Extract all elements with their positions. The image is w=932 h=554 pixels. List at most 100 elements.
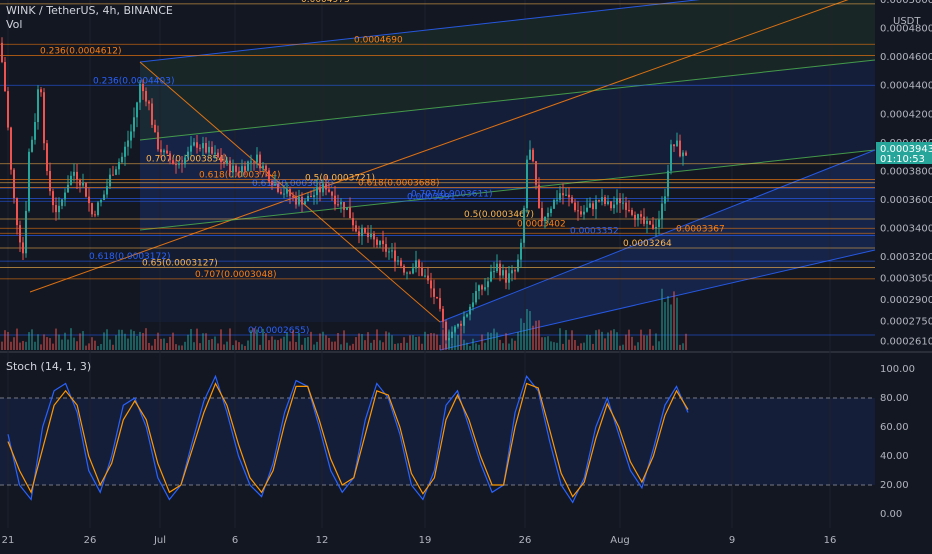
candle-body bbox=[592, 203, 594, 210]
candle-body bbox=[520, 242, 522, 260]
volume-bar bbox=[262, 328, 264, 350]
candle-body bbox=[181, 163, 183, 165]
volume-bar bbox=[88, 343, 90, 350]
volume-bar bbox=[10, 341, 12, 350]
volume-bar bbox=[211, 338, 213, 350]
candle-body bbox=[403, 265, 405, 273]
candle-body bbox=[637, 214, 639, 220]
candle-body bbox=[193, 142, 195, 146]
candle-body bbox=[169, 153, 171, 161]
volume-bar bbox=[46, 337, 48, 350]
volume-bar bbox=[451, 344, 453, 350]
volume-bar bbox=[631, 336, 633, 350]
candle-body bbox=[613, 204, 615, 209]
candle-body bbox=[490, 271, 492, 282]
volume-bar bbox=[658, 341, 660, 350]
candle-body bbox=[154, 124, 156, 133]
volume-bar bbox=[91, 337, 93, 350]
candle-body bbox=[256, 154, 258, 163]
candle-body bbox=[277, 183, 279, 192]
candle-body bbox=[112, 174, 114, 176]
volume-bar bbox=[424, 331, 426, 350]
stoch-tick-label: 0.00 bbox=[880, 509, 902, 520]
candle-body bbox=[433, 288, 435, 297]
candle-body bbox=[646, 220, 648, 224]
candle-body bbox=[187, 151, 189, 158]
candle-body bbox=[544, 216, 546, 221]
candle-body bbox=[373, 233, 375, 240]
stoch-series-K bbox=[7, 374, 689, 504]
candle-body bbox=[220, 157, 222, 163]
volume-bar bbox=[334, 341, 336, 350]
fib-level-label: 0.0003264 bbox=[623, 239, 672, 249]
price-tick-label: 0.0003400 bbox=[880, 224, 932, 235]
volume-bar bbox=[460, 329, 462, 350]
volume-bar bbox=[667, 296, 669, 350]
x-tick-label: 26 bbox=[84, 535, 97, 546]
fib-level-label: 0.5(0.0003721) bbox=[305, 174, 375, 184]
channel-line-1 bbox=[139, 59, 876, 141]
x-tick-label: 19 bbox=[419, 535, 432, 546]
candle-body bbox=[412, 268, 414, 274]
candle-body bbox=[307, 196, 309, 202]
candle-body bbox=[541, 207, 543, 221]
candle-body bbox=[499, 263, 501, 276]
candle-body bbox=[493, 271, 495, 273]
candle-body bbox=[295, 196, 297, 205]
volume-bar bbox=[493, 328, 495, 350]
volume-bar bbox=[37, 334, 39, 350]
channel-line-2 bbox=[29, 0, 849, 293]
candle-body bbox=[16, 198, 18, 226]
volume-bar bbox=[106, 329, 108, 350]
fib-channel-blue-lower bbox=[440, 150, 875, 350]
candle-body bbox=[505, 270, 507, 283]
volume-bar bbox=[271, 336, 273, 350]
volume-bar bbox=[31, 329, 33, 350]
candle-body bbox=[214, 152, 216, 154]
volume-bar bbox=[457, 334, 459, 350]
candle-body bbox=[280, 191, 282, 194]
volume-bar bbox=[73, 337, 75, 350]
volume-bar bbox=[652, 345, 654, 350]
volume-bar bbox=[283, 336, 285, 350]
volume-bar bbox=[418, 336, 420, 350]
volume-bar bbox=[148, 342, 150, 350]
volume-bar bbox=[25, 341, 27, 350]
volume-bar bbox=[421, 343, 423, 350]
candle-body bbox=[25, 210, 27, 254]
volume-bar bbox=[277, 340, 279, 350]
volume-bar bbox=[184, 341, 186, 350]
volume-bar bbox=[385, 331, 387, 350]
volume-bar bbox=[340, 344, 342, 350]
volume-bar bbox=[610, 330, 612, 350]
candle-body bbox=[508, 273, 510, 283]
candle-body bbox=[4, 62, 6, 92]
candle-body bbox=[598, 200, 600, 202]
stoch-tick-label: 60.00 bbox=[880, 422, 909, 433]
fib-level-label: 0.707(0.0003611) bbox=[411, 189, 492, 199]
volume-bar bbox=[346, 342, 348, 350]
volume-bar bbox=[607, 332, 609, 350]
price-tick-label: 0.0002750 bbox=[880, 316, 932, 327]
candle-body bbox=[61, 199, 63, 206]
candle-body bbox=[661, 203, 663, 220]
candle-body bbox=[655, 226, 657, 229]
candle-body bbox=[559, 193, 561, 200]
candle-body bbox=[331, 191, 333, 196]
price-tick-label: 0.0004400 bbox=[880, 81, 932, 92]
volume-bar bbox=[379, 340, 381, 350]
x-tick-label: Jul bbox=[153, 535, 166, 546]
candle-body bbox=[244, 166, 246, 171]
candle-body bbox=[406, 272, 408, 274]
candle-body bbox=[511, 270, 513, 274]
volume-bar bbox=[172, 332, 174, 350]
volume-bar bbox=[133, 331, 135, 350]
volume-bar bbox=[670, 304, 672, 350]
price-tick-label: 0.0003600 bbox=[880, 195, 932, 206]
stoch-tick-label: 40.00 bbox=[880, 451, 909, 462]
volume-bar bbox=[355, 337, 357, 350]
stoch-label: Stoch (14, 1, 3) bbox=[6, 360, 92, 373]
candle-body bbox=[631, 209, 633, 215]
